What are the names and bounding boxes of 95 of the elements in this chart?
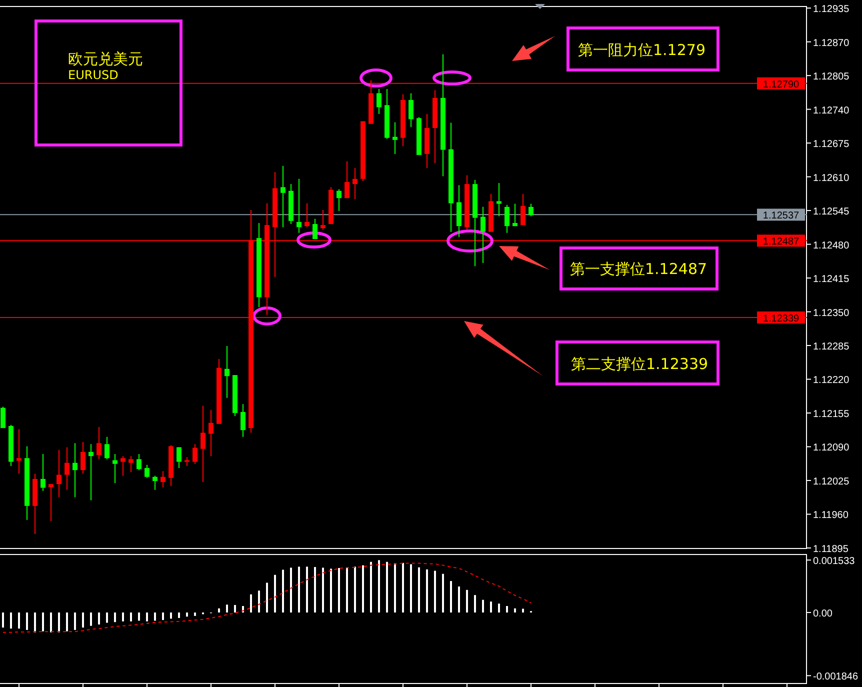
bar bbox=[130, 612, 132, 622]
y-tick-label: 0.00 bbox=[813, 608, 833, 620]
bar bbox=[250, 594, 252, 612]
bar bbox=[274, 574, 276, 612]
bar bbox=[362, 565, 364, 612]
bar bbox=[114, 612, 116, 622]
y-tick-label: 0.001533 bbox=[813, 556, 856, 568]
annotation: 第一支撑位1.12487 bbox=[570, 260, 708, 278]
bar bbox=[482, 600, 484, 612]
bar bbox=[402, 562, 404, 612]
bar bbox=[10, 612, 12, 629]
bar bbox=[226, 604, 228, 612]
y-tick-label: 1.11895 bbox=[813, 544, 849, 555]
bar bbox=[298, 566, 300, 612]
bar bbox=[306, 566, 308, 612]
bar bbox=[290, 568, 292, 612]
bar bbox=[154, 612, 156, 621]
bar bbox=[450, 581, 452, 612]
bar bbox=[58, 612, 60, 632]
y-tick-label: 1.12480 bbox=[813, 240, 850, 252]
y-tick-label: 1.12350 bbox=[813, 308, 850, 319]
y-tick-label: 1.12610 bbox=[813, 172, 850, 184]
line-series bbox=[2, 562, 532, 633]
ref-line-label: 1.12790 bbox=[762, 79, 800, 90]
y-tick-label: 1.12220 bbox=[813, 375, 850, 386]
annotation: 第二支撑位1.12339 bbox=[571, 355, 708, 373]
bar bbox=[522, 608, 524, 612]
bar bbox=[498, 604, 500, 612]
y-tick-label: 1.12805 bbox=[813, 72, 850, 83]
y-tick-label: 1.12935 bbox=[813, 4, 850, 16]
y-tick-label: -0.001846 bbox=[813, 672, 858, 683]
y-tick-label: 1.12675 bbox=[813, 139, 850, 150]
bar bbox=[442, 574, 444, 612]
bar bbox=[218, 608, 220, 612]
annotation: 第一阻力位1.1279 bbox=[578, 41, 706, 59]
bar bbox=[258, 590, 260, 612]
ref-line-label: 1.12339 bbox=[762, 313, 800, 324]
bar bbox=[466, 590, 468, 612]
bar bbox=[34, 612, 36, 632]
annotation: EURUSD bbox=[68, 68, 118, 82]
bar bbox=[138, 612, 140, 621]
bar bbox=[314, 567, 316, 612]
y-tick-label: 1.12415 bbox=[813, 274, 850, 286]
bar bbox=[410, 564, 412, 612]
annotation: 欧元兑美元 bbox=[68, 50, 143, 68]
bar bbox=[98, 612, 100, 624]
bar bbox=[434, 570, 436, 612]
y-tick-label: 1.12870 bbox=[813, 38, 850, 49]
bar bbox=[74, 612, 76, 630]
bar bbox=[234, 604, 236, 612]
bar bbox=[186, 612, 188, 617]
bar bbox=[378, 560, 380, 612]
bar bbox=[194, 612, 196, 616]
bar bbox=[506, 606, 508, 612]
y-tick-label: 1.11960 bbox=[813, 510, 849, 522]
y-tick-label: 1.12545 bbox=[813, 206, 850, 218]
y-tick-label: 1.12285 bbox=[813, 342, 850, 353]
bar bbox=[50, 612, 52, 632]
ref-line-label: 1.12537 bbox=[762, 210, 800, 222]
bar bbox=[170, 612, 172, 619]
bar bbox=[386, 562, 388, 612]
ref-line-label: 1.12487 bbox=[762, 236, 800, 248]
bar bbox=[42, 612, 44, 632]
y-tick-label: 1.12155 bbox=[813, 408, 850, 420]
y-tick-label: 1.12740 bbox=[813, 105, 850, 116]
bar bbox=[90, 612, 92, 626]
bar bbox=[66, 612, 68, 632]
bar bbox=[266, 582, 268, 612]
bar bbox=[26, 612, 28, 630]
bar bbox=[2, 612, 4, 628]
bar bbox=[18, 612, 20, 629]
bar bbox=[514, 608, 516, 612]
bar bbox=[162, 612, 164, 620]
bar bbox=[394, 563, 396, 612]
bar bbox=[338, 568, 340, 612]
y-tick-label: 1.12090 bbox=[813, 442, 850, 454]
bar bbox=[82, 612, 84, 628]
bar bbox=[418, 567, 420, 612]
candlestick bbox=[496, 182, 502, 217]
bar bbox=[346, 567, 348, 612]
bar bbox=[474, 595, 476, 612]
candlestick bbox=[184, 456, 190, 466]
bar bbox=[178, 612, 180, 618]
bar bbox=[490, 602, 492, 612]
y-tick-label: 1.12025 bbox=[813, 476, 850, 488]
bar bbox=[370, 562, 372, 612]
bar bbox=[106, 612, 108, 623]
bar bbox=[122, 612, 124, 622]
bar bbox=[322, 568, 324, 612]
bar bbox=[330, 568, 332, 612]
bar bbox=[426, 569, 428, 612]
bar bbox=[458, 586, 460, 612]
bar bbox=[146, 612, 148, 622]
bar bbox=[282, 570, 284, 612]
bar bbox=[354, 566, 356, 612]
